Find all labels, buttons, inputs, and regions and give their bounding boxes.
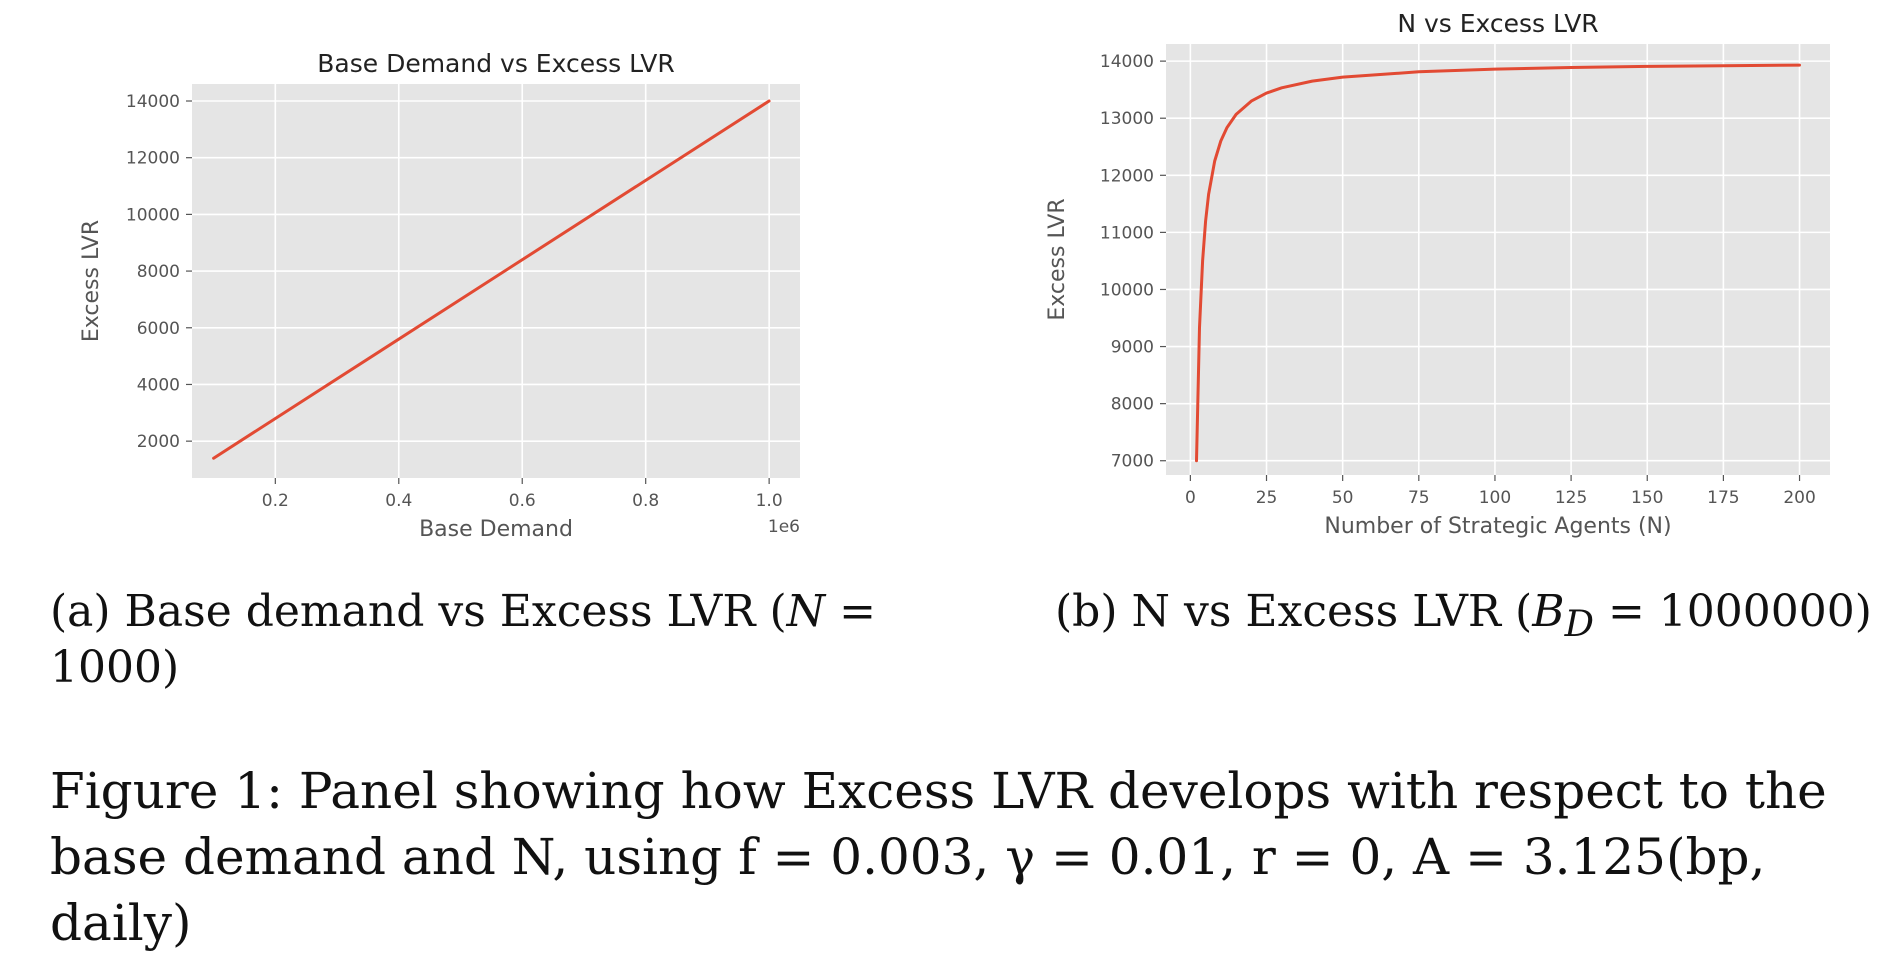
- x-tick-label: 125: [1555, 488, 1587, 508]
- y-tick-label: 12000: [1100, 166, 1154, 186]
- plot-area: [1166, 44, 1830, 475]
- y-tick-label: 9000: [1111, 338, 1154, 358]
- y-tick-label: 6000: [137, 319, 180, 339]
- y-tick-label: 8000: [137, 262, 180, 282]
- x-tick-label: 200: [1783, 488, 1815, 508]
- x-tick-label: 0: [1185, 488, 1196, 508]
- y-tick-label: 10000: [1100, 280, 1154, 300]
- x-tick-label: 0.6: [509, 491, 536, 511]
- chart-title: Base Demand vs Excess LVR: [317, 49, 674, 78]
- y-tick-label: 7000: [1111, 452, 1154, 472]
- y-axis-label: Excess LVR: [79, 220, 104, 342]
- y-tick-label: 11000: [1100, 223, 1154, 243]
- x-axis-label: Base Demand: [419, 517, 573, 542]
- y-tick-label: 10000: [126, 205, 180, 225]
- y-tick-label: 13000: [1100, 109, 1154, 129]
- y-tick-label: 12000: [126, 149, 180, 169]
- x-tick-label: 75: [1408, 488, 1430, 508]
- x-tick-label: 150: [1631, 488, 1663, 508]
- x-tick-label: 0.8: [632, 491, 659, 511]
- series-line: [1195, 63, 1801, 463]
- series-line: [212, 99, 771, 460]
- chart-title: N vs Excess LVR: [1397, 9, 1598, 38]
- y-tick-label: 2000: [137, 432, 180, 452]
- x-tick-label: 0.4: [385, 491, 412, 511]
- x-tick-label: 100: [1479, 488, 1511, 508]
- caption-b: (b) N vs Excess LVR (BD = 1000000): [1055, 586, 1872, 645]
- plot-area: [192, 84, 800, 478]
- x-axis-label: Number of Strategic Agents (N): [1324, 514, 1671, 539]
- y-tick-label: 14000: [1100, 52, 1154, 72]
- caption-a: (a) Base demand vs Excess LVR (N = 1000): [50, 586, 876, 693]
- x-axis-offset-label: 1e6: [768, 517, 800, 537]
- y-tick-label: 14000: [126, 92, 180, 112]
- x-tick-label: 1.0: [756, 491, 783, 511]
- y-axis-label: Excess LVR: [1045, 198, 1070, 320]
- x-tick-label: 50: [1332, 488, 1354, 508]
- x-tick-label: 175: [1707, 488, 1739, 508]
- chart-base-demand: 0.2 0.4 0.6 0.8 1.0 2000 4000 6000 8000 10000 1200…: [79, 49, 800, 542]
- x-tick-label: 0.2: [262, 491, 289, 511]
- figure-caption: Figure 1: Panel showing how Excess LVR d…: [50, 762, 1827, 952]
- chart-n-agents: 0 25 50 75 100 125 150 175 200 7000 8000 9000 10000 1…: [1045, 9, 1830, 539]
- x-tick-label: 25: [1256, 488, 1278, 508]
- y-tick-label: 4000: [137, 375, 180, 395]
- y-tick-label: 8000: [1111, 395, 1154, 415]
